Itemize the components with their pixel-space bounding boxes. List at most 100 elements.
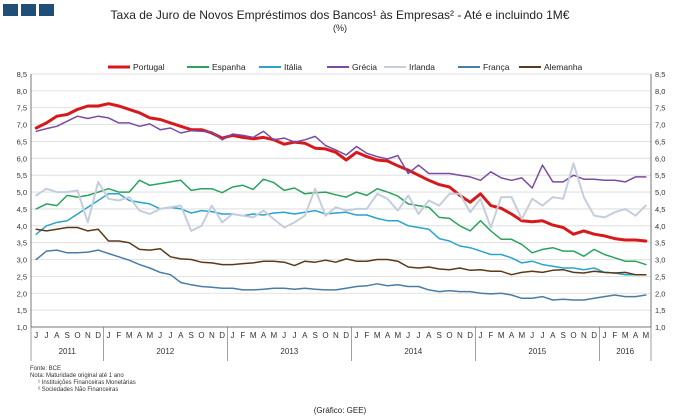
x-tick-label: M [146, 331, 153, 340]
y-tick-label-right: 2,5 [655, 272, 665, 281]
x-tick-label: M [394, 331, 401, 340]
x-tick-label: J [417, 331, 421, 340]
x-tick-label: F [612, 331, 617, 340]
year-label: 2013 [280, 347, 298, 356]
year-label: 2012 [156, 347, 174, 356]
x-tick-label: O [570, 331, 576, 340]
footnote-2: ² Sociedades Não Financeiras [38, 387, 119, 393]
x-tick-label: J [107, 331, 111, 340]
x-tick-label: N [581, 331, 587, 340]
x-tick-label: N [333, 331, 339, 340]
x-tick-label: S [188, 331, 193, 340]
legend-label: Irlanda [409, 62, 435, 72]
y-tick-label-right: 2,0 [655, 289, 665, 298]
y-tick-label-left: 5,5 [17, 171, 27, 180]
x-tick-label: D [467, 331, 473, 340]
x-tick-label: M [622, 331, 629, 340]
y-tick-label-right: 6,5 [655, 137, 665, 146]
y-tick-label-left: 6,0 [17, 154, 27, 163]
x-tick-label: M [250, 331, 257, 340]
x-tick-label: J [169, 331, 173, 340]
x-tick-label: D [591, 331, 597, 340]
y-tick-label-left: 5,0 [17, 188, 27, 197]
y-tick-label-left: 1,5 [17, 306, 27, 315]
footnotes: Fonte: BCE Nota: Maturidade original até… [30, 366, 136, 394]
x-tick-label: A [633, 331, 639, 340]
y-tick-label-right: 4,5 [655, 205, 665, 214]
x-tick-label: S [312, 331, 317, 340]
y-tick-label-left: 1,0 [17, 323, 27, 332]
x-tick-label: M [498, 331, 505, 340]
x-tick-label: J [293, 331, 297, 340]
chart-title: Taxa de Juro de Novos Empréstimos dos Ba… [110, 8, 570, 22]
y-tick-label-left: 7,5 [17, 104, 27, 113]
y-tick-label-left: 2,0 [17, 289, 27, 298]
x-tick-label: M [270, 331, 277, 340]
x-tick-label: J [45, 331, 49, 340]
y-tick-label-left: 6,5 [17, 137, 27, 146]
x-tick-label: J [355, 331, 359, 340]
y-tick-label-right: 8,0 [655, 87, 665, 96]
legend-label: Grécia [352, 62, 377, 72]
x-tick-label: J [282, 331, 286, 340]
year-label: 2011 [59, 347, 77, 356]
x-tick-label: M [126, 331, 133, 340]
year-label: 2014 [404, 347, 422, 356]
y-tick-label-right: 7,5 [655, 104, 665, 113]
x-tick-label: A [54, 331, 60, 340]
x-tick-label: D [343, 331, 349, 340]
x-tick-label: N [457, 331, 463, 340]
series-line-itália [35, 193, 647, 276]
y-tick-label-right: 1,0 [655, 323, 665, 332]
footnote-1: ¹ Instituições Financeiras Monetárias [38, 380, 136, 386]
x-tick-label: A [426, 331, 432, 340]
y-tick-label-left: 7,0 [17, 121, 27, 130]
y-tick-label-right: 8,5 [655, 70, 665, 79]
x-tick-label: A [550, 331, 556, 340]
series-line-alemanha [35, 226, 647, 276]
x-tick-label: O [198, 331, 204, 340]
y-tick-label-left: 8,5 [17, 70, 27, 79]
legend-label: Portugal [133, 62, 165, 72]
y-tick-label-left: 3,0 [17, 256, 27, 265]
y-tick-label-right: 3,0 [655, 256, 665, 265]
x-tick-label: F [488, 331, 493, 340]
x-tick-label: A [261, 331, 267, 340]
x-tick-label: A [178, 331, 184, 340]
x-tick-label: O [74, 331, 80, 340]
x-tick-label: D [219, 331, 225, 340]
x-tick-label: A [385, 331, 391, 340]
y-tick-label-left: 4,5 [17, 205, 27, 214]
x-tick-label: M [642, 331, 649, 340]
series-line-portugal [34, 102, 648, 243]
x-tick-label: F [116, 331, 121, 340]
x-tick-label: J [34, 331, 38, 340]
y-tick-label-left: 3,5 [17, 239, 27, 248]
y-tick-label-left: 8,0 [17, 87, 27, 96]
x-tick-label: J [406, 331, 410, 340]
x-tick-label: S [436, 331, 441, 340]
x-tick-label: N [209, 331, 215, 340]
x-tick-label: A [509, 331, 515, 340]
y-tick-label-right: 3,5 [655, 239, 665, 248]
series-line-irlanda [35, 162, 647, 232]
chart-subtitle: (%) [333, 23, 347, 33]
x-tick-label: N [85, 331, 91, 340]
x-tick-label: M [518, 331, 525, 340]
y-tick-label-left: 2,5 [17, 272, 27, 281]
y-tick-label-right: 1,5 [655, 306, 665, 315]
series-line-frança [35, 249, 647, 301]
y-tick-label-right: 5,0 [655, 188, 665, 197]
x-tick-label: J [541, 331, 545, 340]
x-tick-label: S [560, 331, 565, 340]
y-tick-label-right: 6,0 [655, 154, 665, 163]
x-tick-label: O [322, 331, 328, 340]
x-tick-label: F [364, 331, 369, 340]
y-tick-label-right: 5,5 [655, 171, 665, 180]
x-tick-label: F [240, 331, 245, 340]
x-tick-label: A [302, 331, 308, 340]
y-tick-label-right: 7,0 [655, 121, 665, 130]
gee-logo [3, 4, 54, 16]
y-tick-label-left: 4,0 [17, 222, 27, 231]
